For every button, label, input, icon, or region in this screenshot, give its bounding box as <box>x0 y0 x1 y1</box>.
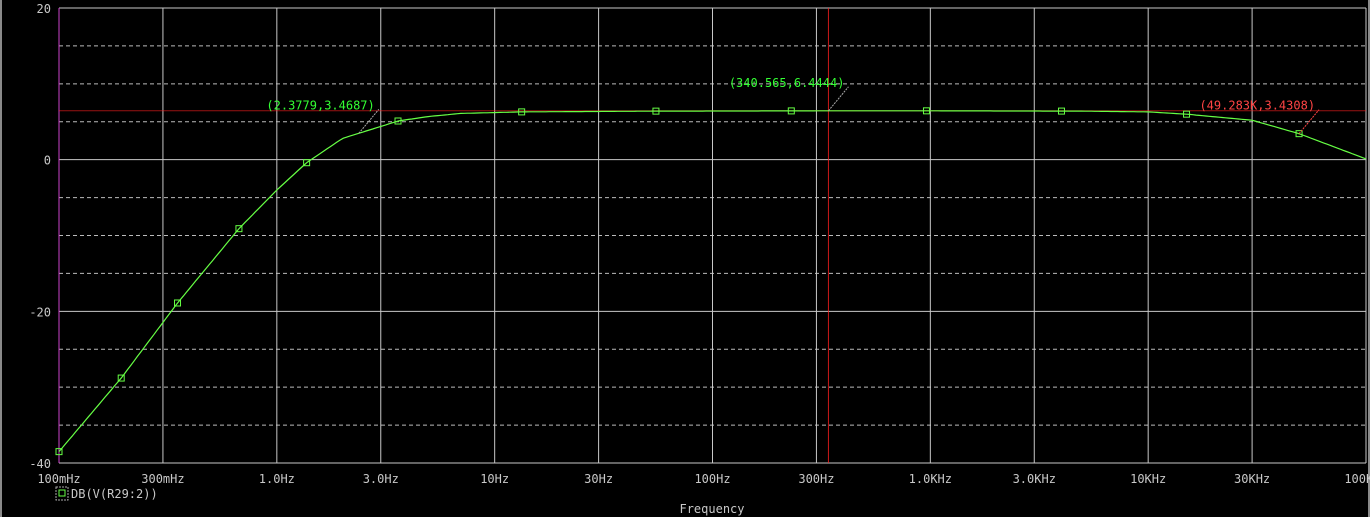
x-tick-label: 3.0KHz <box>1013 472 1056 486</box>
y-tick-label: 0 <box>44 154 51 168</box>
x-axis-label: Frequency <box>679 502 744 516</box>
x-tick-label: 300Hz <box>798 472 834 486</box>
window-border-right <box>1368 0 1370 517</box>
window-border-left <box>0 0 2 517</box>
x-tick-label: 100Hz <box>694 472 730 486</box>
data-marker <box>55 448 63 456</box>
data-marker <box>235 225 243 233</box>
data-marker <box>1295 130 1303 138</box>
data-marker <box>117 374 125 382</box>
legend-box <box>55 486 69 501</box>
annotation-label: (2.3779,3.4687) <box>266 98 374 112</box>
legend-entry: DB(V(R29:2)) <box>71 487 158 501</box>
x-tick-label: 10KHz <box>1130 472 1166 486</box>
series-line <box>58 110 1367 452</box>
data-marker <box>1183 110 1191 118</box>
x-tick-label: 1.0Hz <box>259 472 295 486</box>
x-tick-label: 30Hz <box>584 472 613 486</box>
data-marker <box>174 299 182 307</box>
y-tick-label: -40 <box>29 457 51 471</box>
legend[interactable]: DB(V(R29:2)) <box>55 486 158 501</box>
annotation-label: (340.565,6.4444) <box>729 76 845 90</box>
y-tick-label: -20 <box>29 305 51 319</box>
x-tick-label: 1.0KHz <box>909 472 952 486</box>
annotation-label: (49.283K,3.4308) <box>1199 99 1315 113</box>
data-marker <box>394 117 402 125</box>
data-marker <box>652 107 660 115</box>
x-tick-label: 10Hz <box>480 472 509 486</box>
data-marker <box>303 159 311 167</box>
x-tick-label: 30KHz <box>1234 472 1270 486</box>
data-marker <box>1057 107 1065 115</box>
series-db-v-r29-2 <box>55 107 1367 456</box>
data-marker <box>787 107 795 115</box>
annotation-leader <box>358 109 380 134</box>
annotation-leader <box>1298 109 1320 134</box>
data-marker <box>518 108 526 116</box>
legend-marker-icon <box>58 489 66 497</box>
x-tick-label: 3.0Hz <box>363 472 399 486</box>
tick-labels: 100mHz 300mHz 1.0Hz 3.0Hz 10Hz 30Hz 100Hz 300Hz… <box>29 2 1370 486</box>
data-marker <box>922 107 930 115</box>
annotations: (2.3779,3.4687) (340.565,6.4444) (49.283K,… <box>266 76 1320 134</box>
x-tick-label: 100KHz <box>1344 472 1370 486</box>
y-tick-label: 20 <box>37 2 51 16</box>
x-tick-label: 300mHz <box>141 472 184 486</box>
x-tick-label: 100mHz <box>37 472 80 486</box>
grid <box>58 7 1367 464</box>
annotation-leader <box>828 86 849 112</box>
